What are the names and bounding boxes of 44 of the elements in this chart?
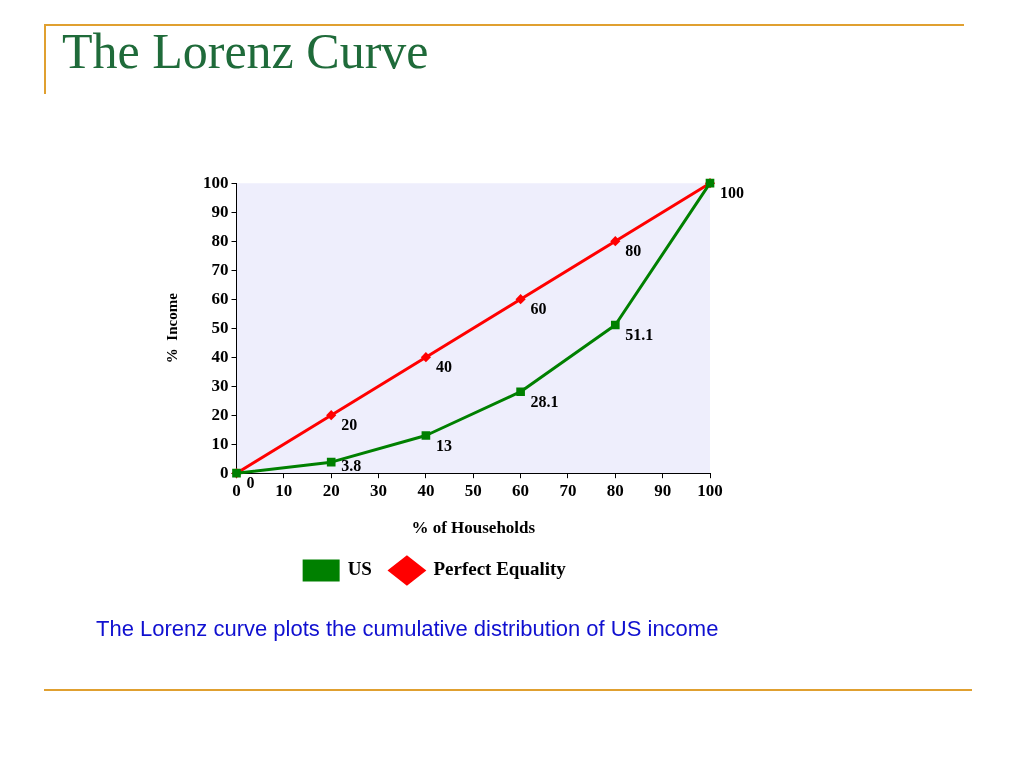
x-tick-label: 60 (512, 480, 530, 500)
point (421, 431, 431, 440)
data-label: 13 (435, 436, 452, 454)
point (610, 320, 620, 330)
y-tick-label: 70 (211, 259, 229, 279)
x-tick-label: 10 (275, 480, 293, 500)
x-tick-label: 70 (559, 480, 577, 500)
y-tick-label: 60 (211, 288, 229, 308)
data-label: 80 (625, 242, 642, 260)
legend-label: Perfect Equality (433, 558, 567, 580)
y-axis-title: % Income (163, 292, 180, 364)
point (610, 236, 620, 246)
y-tick-label: 100 (203, 172, 229, 192)
point (516, 294, 526, 304)
y-tick-label: 20 (211, 404, 229, 424)
data-label: 28.1 (530, 392, 559, 410)
x-tick-label: 30 (370, 480, 388, 500)
x-tick-label: 40 (417, 480, 435, 500)
y-tick-label: 80 (211, 230, 229, 250)
data-label: 60 (530, 300, 547, 318)
chart-title: The Lorenz Curve (62, 22, 429, 80)
y-tick-label: 30 (211, 375, 229, 395)
data-label: 3.8 (341, 457, 362, 475)
point (326, 457, 336, 467)
point (326, 410, 336, 420)
y-tick-label: 10 (211, 433, 229, 453)
x-tick-label: 100 (697, 480, 723, 500)
point (421, 352, 431, 362)
x-tick-label: 50 (464, 480, 482, 500)
data-label: 40 (435, 358, 452, 376)
y-tick-label: 90 (211, 201, 229, 221)
y-tick-label: 0 (220, 462, 229, 482)
text: The Lorenz curve plots the cumulative distribution of US income (96, 616, 719, 642)
x-tick-label: 90 (654, 480, 672, 500)
data-label: 20 (341, 416, 358, 434)
x-axis-title: % of Households (411, 518, 536, 538)
data-label: 100 (720, 184, 744, 202)
y-tick-label: 50 (211, 317, 229, 337)
point (516, 387, 525, 397)
data-label: 51.1 (625, 326, 654, 344)
legend-label: US (347, 558, 372, 580)
y-tick-label: 40 (211, 346, 229, 366)
x-tick-label: 20 (322, 480, 340, 500)
x-tick-label: 80 (606, 480, 624, 500)
